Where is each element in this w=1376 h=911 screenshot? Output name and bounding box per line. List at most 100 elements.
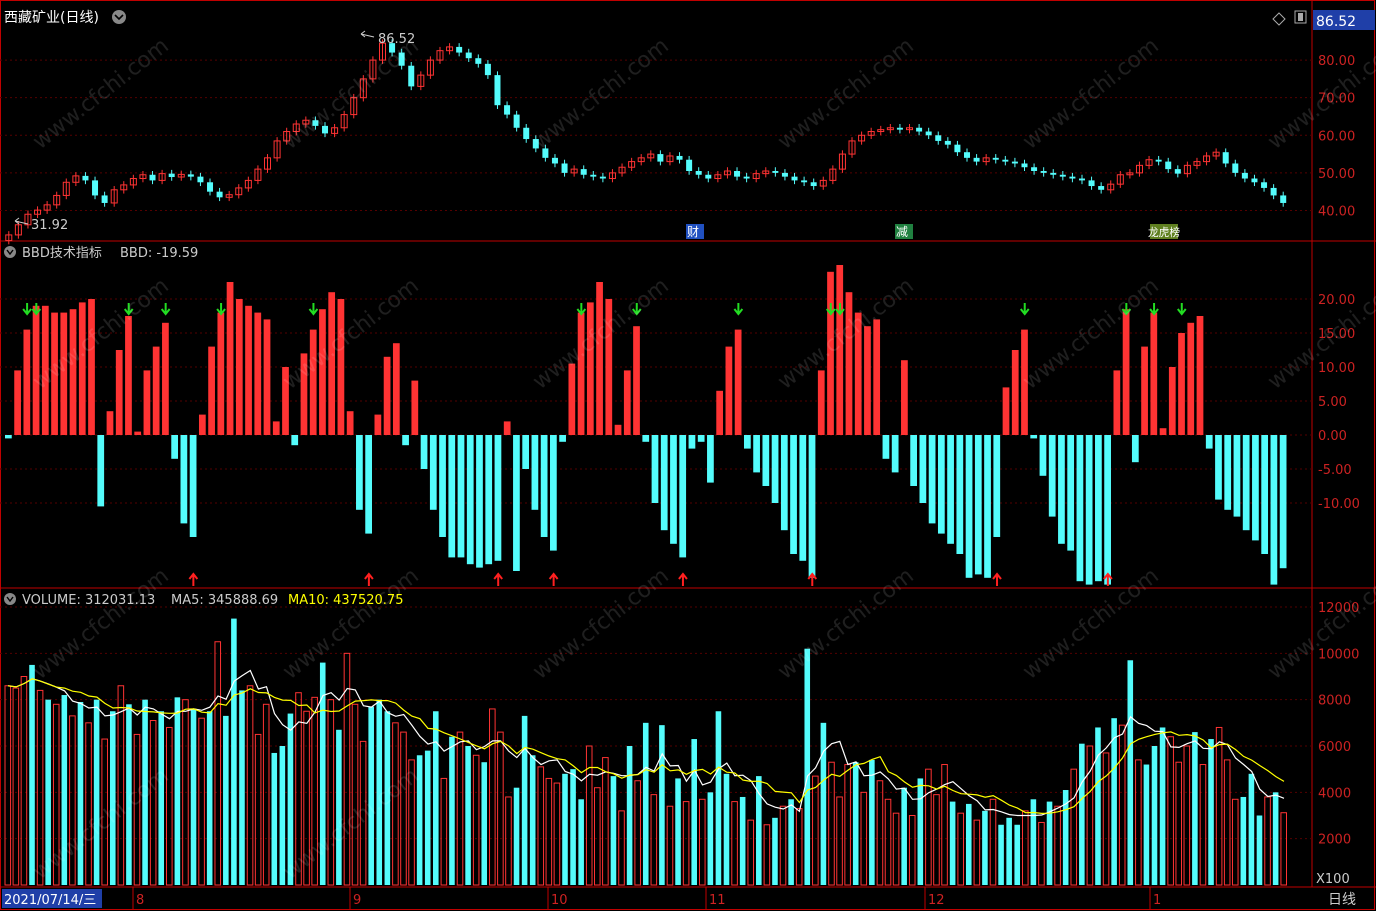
- volume-bar: [982, 811, 988, 885]
- bbd-bar: [929, 435, 936, 523]
- sell-signal-arrow: [577, 303, 585, 314]
- volume-bar: [207, 711, 213, 885]
- volume-bar: [708, 792, 714, 885]
- bbd-bar: [781, 435, 788, 530]
- sell-signal-arrow: [1021, 303, 1029, 314]
- volume-bar: [1168, 737, 1174, 885]
- watermark-text: www.cfchi.com: [278, 563, 423, 684]
- bbd-bar: [809, 435, 816, 578]
- bbd-bar: [384, 357, 391, 435]
- low-label: 31.92: [31, 218, 68, 233]
- price-candle: [935, 135, 941, 141]
- bbd-bar: [920, 435, 927, 503]
- volume-bar: [699, 799, 705, 885]
- bbd-bar: [1067, 435, 1074, 551]
- price-candle: [1156, 160, 1162, 162]
- marker-longhubang[interactable]: 龙虎榜: [1148, 224, 1180, 239]
- volume-bar: [683, 802, 689, 885]
- bbd-bar: [984, 435, 991, 578]
- price-candle: [705, 175, 711, 179]
- volume-bar: [158, 711, 164, 885]
- volume-bar: [796, 809, 802, 885]
- volume-tick-label: 10000: [1318, 647, 1359, 662]
- price-tick-label: 40.00: [1318, 204, 1355, 219]
- volume-bar: [691, 739, 697, 885]
- bbd-bar: [1224, 435, 1231, 510]
- price-candle: [217, 192, 223, 198]
- bbd-bar: [190, 435, 197, 537]
- bbd-menu-icon[interactable]: [4, 246, 16, 258]
- bbd-bar: [97, 435, 104, 506]
- price-candle: [456, 47, 462, 53]
- price-candle: [1079, 179, 1085, 181]
- bbd-bar: [1234, 435, 1241, 517]
- ma10-label: MA10: 437520.75: [288, 593, 403, 608]
- price-tick-label: 50.00: [1318, 167, 1355, 182]
- bbd-bar: [1197, 316, 1204, 435]
- volume-bar: [651, 795, 657, 885]
- month-label: 12: [928, 893, 945, 908]
- bbd-bar: [901, 360, 908, 435]
- volume-bar: [1119, 725, 1125, 885]
- bbd-tick-label: 5.00: [1318, 395, 1347, 410]
- bbd-bar: [144, 370, 151, 435]
- price-candle: [926, 132, 932, 136]
- price-candle: [197, 177, 203, 183]
- buy-signal-arrow: [550, 574, 558, 586]
- month-label: 1: [1153, 893, 1161, 908]
- price-candle: [600, 177, 606, 179]
- bbd-bar: [873, 319, 880, 435]
- bbd-bar: [485, 435, 492, 564]
- volume-bar: [578, 799, 584, 885]
- bbd-bar: [439, 435, 446, 537]
- bbd-bar: [661, 435, 668, 530]
- watermark-text: www.cfchi.com: [528, 563, 673, 684]
- volume-bar: [901, 788, 907, 885]
- volume-bar: [845, 765, 851, 885]
- bbd-bar: [264, 319, 271, 435]
- volume-bar: [877, 781, 883, 885]
- bbd-bar: [1003, 387, 1010, 435]
- bbd-bar: [1252, 435, 1259, 540]
- volume-bar: [974, 820, 980, 885]
- volume-bar: [934, 795, 940, 885]
- volume-tick-label: 2000: [1318, 833, 1351, 848]
- volume-bar: [1265, 797, 1271, 885]
- bbd-bar: [652, 435, 659, 503]
- volume-bar: [263, 704, 269, 885]
- bbd-bar: [956, 435, 963, 554]
- bbd-bar: [1280, 435, 1287, 568]
- volume-bar: [627, 746, 633, 885]
- price-candle: [169, 174, 175, 177]
- bbd-bar: [79, 302, 86, 435]
- price-candle: [1069, 177, 1075, 179]
- period-label[interactable]: 日线: [1328, 892, 1356, 908]
- diamond-icon[interactable]: [1273, 13, 1285, 25]
- volume-bar: [481, 762, 487, 885]
- bbd-bar: [1178, 333, 1185, 435]
- volume-bar: [506, 797, 512, 885]
- marker-jian[interactable]: 减: [895, 224, 913, 239]
- settings-icon[interactable]: [112, 10, 126, 24]
- volume-bar: [5, 686, 11, 885]
- bbd-bar: [541, 435, 548, 537]
- volume-bar: [78, 702, 84, 885]
- marker-cai[interactable]: 财: [686, 224, 704, 239]
- volume-bar: [1257, 816, 1263, 886]
- bbd-bar: [88, 299, 95, 435]
- volume-bar: [231, 619, 237, 885]
- bbd-bar: [624, 370, 631, 435]
- volume-bar: [619, 811, 625, 885]
- price-candle: [974, 158, 980, 162]
- volume-bar: [239, 690, 245, 885]
- volume-bar: [595, 788, 601, 885]
- volume-menu-icon[interactable]: [4, 593, 16, 605]
- window-icon[interactable]: [1295, 11, 1306, 23]
- volume-bar: [514, 788, 520, 885]
- volume-bar: [175, 697, 181, 885]
- price-candle: [1261, 182, 1267, 188]
- volume-bar: [764, 825, 770, 885]
- price-candle: [945, 141, 951, 145]
- bbd-bar: [753, 435, 760, 472]
- bbd-bar: [864, 326, 871, 435]
